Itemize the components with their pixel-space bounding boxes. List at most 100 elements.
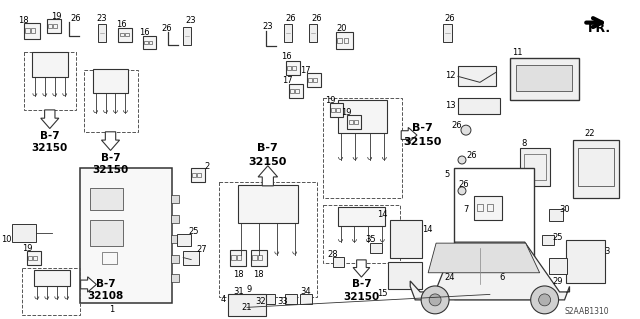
Bar: [84, 70, 138, 132]
Bar: [579, 148, 614, 186]
Circle shape: [539, 294, 550, 306]
Bar: [241, 294, 253, 304]
Bar: [487, 271, 501, 284]
Text: 25: 25: [552, 233, 563, 242]
Bar: [349, 120, 353, 124]
Text: 8: 8: [521, 138, 526, 148]
Bar: [285, 294, 297, 304]
Bar: [371, 243, 382, 253]
Text: 19: 19: [51, 12, 62, 21]
Bar: [458, 98, 500, 114]
Bar: [548, 209, 563, 221]
Bar: [125, 33, 129, 36]
Bar: [90, 220, 124, 246]
Text: 12: 12: [445, 71, 456, 80]
Polygon shape: [410, 242, 570, 300]
Text: 16: 16: [116, 20, 127, 29]
Text: 14: 14: [422, 225, 432, 234]
Bar: [148, 41, 152, 44]
Text: 31: 31: [234, 287, 244, 296]
Circle shape: [421, 286, 449, 314]
Bar: [443, 24, 452, 41]
Bar: [27, 251, 41, 264]
Bar: [231, 255, 236, 260]
Text: 26: 26: [70, 14, 81, 23]
Bar: [290, 89, 294, 93]
Text: 2: 2: [204, 162, 210, 172]
Bar: [53, 24, 57, 27]
Bar: [292, 66, 296, 70]
Bar: [337, 100, 387, 133]
Bar: [573, 140, 620, 198]
Text: 18: 18: [233, 270, 243, 279]
Bar: [32, 52, 68, 77]
Bar: [90, 188, 124, 210]
Text: 17: 17: [282, 76, 293, 85]
Bar: [79, 168, 172, 303]
Bar: [172, 195, 179, 203]
Bar: [289, 84, 303, 98]
Text: 30: 30: [559, 205, 570, 214]
Text: 5: 5: [445, 170, 450, 179]
Text: 28: 28: [327, 250, 338, 259]
Text: 14: 14: [377, 210, 387, 219]
Bar: [333, 256, 344, 267]
Bar: [230, 249, 246, 265]
Bar: [337, 207, 385, 226]
Bar: [192, 173, 196, 177]
Polygon shape: [102, 132, 120, 151]
Text: 25: 25: [188, 227, 198, 236]
Text: 1: 1: [109, 305, 114, 314]
Text: 32150: 32150: [92, 165, 129, 175]
Circle shape: [531, 286, 559, 314]
Text: 26: 26: [311, 14, 322, 23]
Bar: [172, 215, 179, 223]
Polygon shape: [258, 166, 278, 186]
Text: 7: 7: [463, 205, 468, 214]
Bar: [354, 120, 358, 124]
Text: 32150: 32150: [249, 157, 287, 167]
Text: 34: 34: [300, 287, 311, 296]
Bar: [219, 182, 317, 297]
Bar: [287, 66, 291, 70]
Bar: [454, 168, 534, 300]
Bar: [97, 24, 106, 41]
Bar: [252, 255, 257, 260]
Polygon shape: [401, 127, 417, 143]
Circle shape: [458, 156, 466, 164]
Bar: [33, 256, 37, 260]
Bar: [520, 148, 550, 186]
Bar: [258, 255, 262, 260]
Bar: [48, 24, 52, 27]
Text: 32150: 32150: [31, 143, 68, 153]
Text: 9: 9: [246, 285, 252, 294]
Bar: [474, 196, 502, 220]
Bar: [47, 19, 61, 33]
Text: 29: 29: [552, 277, 563, 286]
Bar: [330, 103, 344, 117]
Polygon shape: [428, 243, 540, 273]
Text: 13: 13: [445, 101, 456, 110]
Text: 21: 21: [242, 303, 252, 312]
Bar: [228, 294, 266, 316]
Text: 18: 18: [253, 270, 264, 279]
Text: 17: 17: [300, 66, 311, 75]
Text: 6: 6: [499, 273, 504, 282]
Bar: [172, 274, 179, 282]
Bar: [263, 294, 275, 304]
Bar: [388, 262, 422, 289]
Bar: [323, 98, 403, 198]
Bar: [285, 62, 300, 75]
Text: 23: 23: [262, 22, 273, 31]
Text: 16: 16: [139, 28, 150, 37]
Text: 18: 18: [19, 16, 29, 25]
Bar: [295, 89, 299, 93]
Bar: [524, 154, 546, 180]
Bar: [323, 205, 400, 263]
Bar: [458, 66, 496, 86]
Bar: [331, 108, 335, 112]
Bar: [390, 220, 422, 257]
Bar: [308, 78, 312, 82]
Bar: [335, 32, 353, 49]
Bar: [510, 58, 579, 100]
